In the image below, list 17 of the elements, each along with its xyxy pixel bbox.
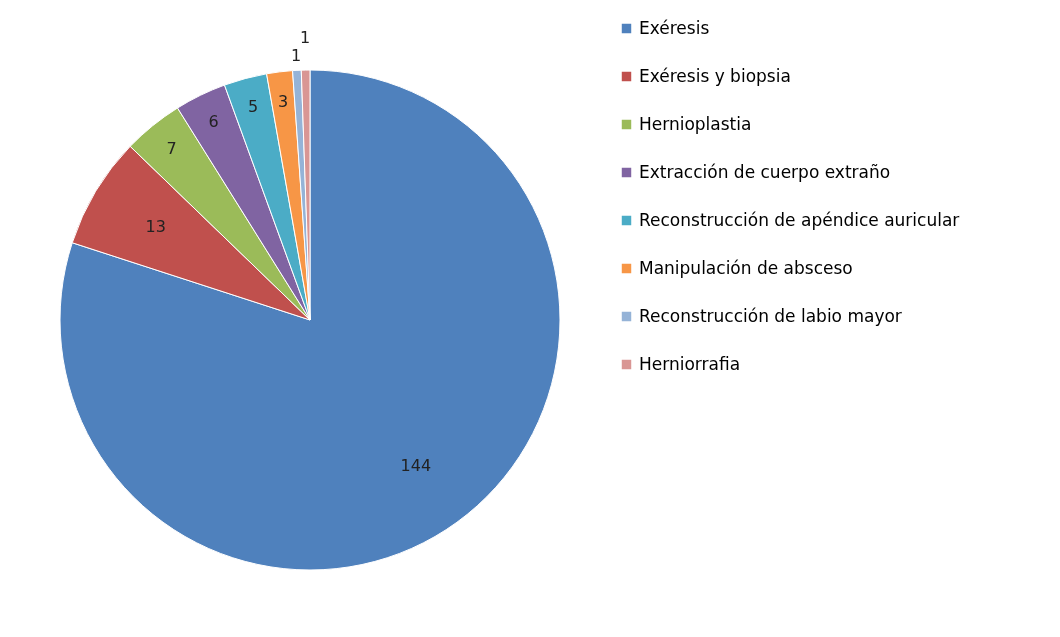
data-label: 3	[278, 91, 289, 111]
data-label: 13	[145, 217, 166, 237]
data-label: 144	[400, 455, 432, 475]
data-label: 1	[299, 28, 311, 48]
legend-label: Hernioplastia	[639, 113, 752, 134]
legend-label: Reconstrucción de labio mayor	[639, 305, 902, 326]
pie-slice	[59, 69, 561, 571]
legend-label: Reconstrucción de apéndice auricular	[639, 209, 960, 230]
legend-label: Manipulación de absceso	[639, 257, 853, 278]
legend-label: Extracción de cuerpo extraño	[639, 161, 891, 182]
data-label: 6	[208, 112, 219, 132]
legend-label: Exéresis	[639, 17, 710, 38]
data-label: 5	[247, 97, 259, 117]
data-label: 7	[166, 139, 177, 159]
legend-label: Exéresis y biopsia	[639, 65, 791, 86]
legend-label: Herniorrafia	[639, 353, 741, 374]
data-label: 1	[291, 46, 302, 66]
